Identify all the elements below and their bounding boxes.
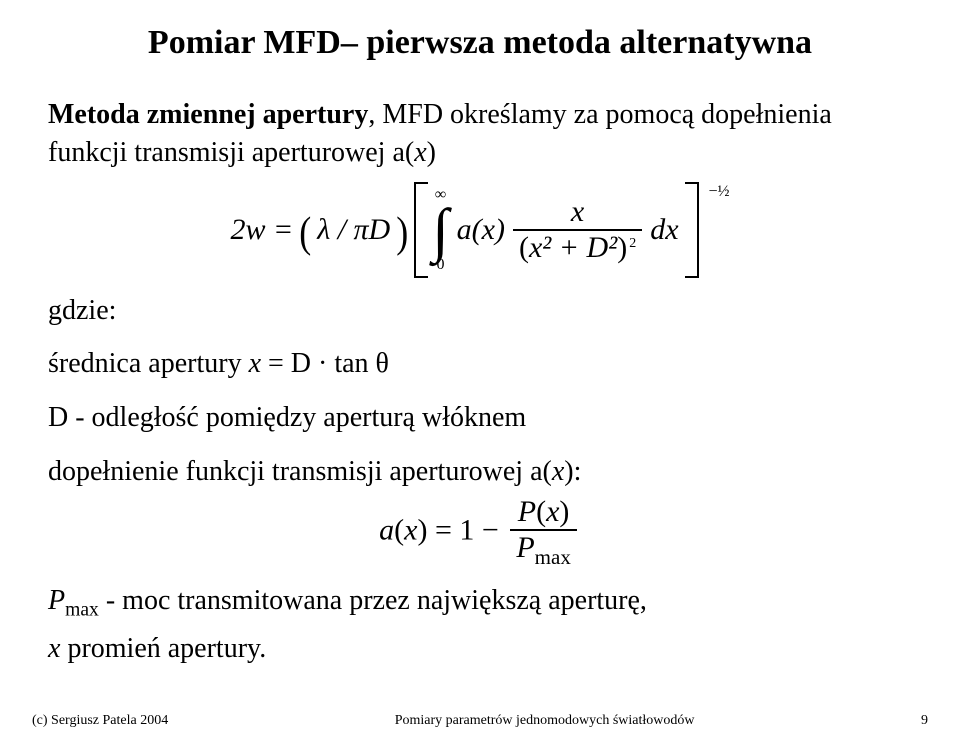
intro-close: ) <box>427 137 436 168</box>
eq2-fraction: P(x) Pmax <box>510 497 576 568</box>
eq2-den-P: P <box>516 531 534 564</box>
eq1-lparen: ( <box>299 210 311 253</box>
eq2-eq: = 1 − <box>428 513 507 546</box>
eq2-r: ) <box>418 513 428 546</box>
eq2-l: ( <box>394 513 404 546</box>
complement-line: dopełnienie funkcji transmisji aperturow… <box>48 453 912 491</box>
eq2-num-P: P <box>518 495 536 528</box>
equation-2: a(x) = 1 − P(x) Pmax <box>48 497 912 568</box>
xprom-rest: promień apertury. <box>60 633 266 664</box>
eq1-dx: dx <box>650 213 678 247</box>
eq1-a-of-x: a(x) <box>457 213 505 247</box>
den-body: x² + D² <box>529 231 617 264</box>
page-footer: (c) Sergiusz Patela 2004 Pomiary paramet… <box>0 713 960 729</box>
eq2-den-sub: max <box>535 545 571 569</box>
eq1-rparen: ) <box>396 210 408 253</box>
eq2-x: x <box>404 513 417 546</box>
diam-x: x <box>249 348 261 379</box>
intro-x: x <box>414 137 426 168</box>
diameter-line: średnica apertury x = D · tan θ <box>48 345 912 383</box>
footer-center: Pomiary parametrów jednomodowych światło… <box>395 713 695 729</box>
pmax-rest: - moc transmitowana przez największą ape… <box>99 585 647 616</box>
xprom-x: x <box>48 633 60 664</box>
footer-left: (c) Sergiusz Patela 2004 <box>32 713 168 729</box>
footer-right: 9 <box>921 713 928 729</box>
gdzie-line: gdzie: <box>48 292 912 330</box>
diam-b: = D · tan θ <box>261 348 389 379</box>
den-sup: 2 <box>629 236 636 251</box>
eq2-num-x: x <box>546 495 559 528</box>
pmax-line: Pmax - moc transmitowana przez największ… <box>48 582 912 624</box>
eq2-den: Pmax <box>510 529 576 568</box>
diam-a: średnica apertury <box>48 348 249 379</box>
distance-line: D - odległość pomiędzy aperturą włóknem <box>48 399 912 437</box>
eq1-lambda: λ / πD <box>317 213 390 247</box>
xprom-line: x promień apertury. <box>48 630 912 668</box>
intro-bold: Metoda zmiennej apertury <box>48 99 368 130</box>
eq1-fraction: x (x² + D²)2 <box>513 197 642 263</box>
den-lparen: ( <box>519 231 529 264</box>
comp-x: x <box>552 456 564 487</box>
eq1-frac-num: x <box>565 197 590 229</box>
page-title: Pomiar MFD– pierwsza metoda alternatywna <box>48 24 912 62</box>
pmax-sub: max <box>65 599 99 620</box>
comp-a: dopełnienie funkcji transmisji aperturow… <box>48 456 552 487</box>
eq2-num-l: ( <box>536 495 546 528</box>
eq2-a: a <box>379 513 394 546</box>
left-bracket <box>414 182 428 278</box>
right-bracket <box>685 182 699 278</box>
den-rparen: ) <box>617 231 627 264</box>
eq2-num: P(x) <box>512 497 576 529</box>
equation-1: 2w = ( λ / πD ) ∞ ∫ 0 a(x) x (x² + D²)2 <box>48 182 912 278</box>
integral-lower: 0 <box>436 257 444 273</box>
eq1-lhs: 2w = <box>230 213 293 247</box>
integral: ∞ ∫ 0 <box>432 187 448 273</box>
intro-line: Metoda zmiennej apertury, MFD określamy … <box>48 96 912 172</box>
eq1-bracket-group: ∞ ∫ 0 a(x) x (x² + D²)2 dx <box>414 182 698 278</box>
integral-symbol: ∫ <box>432 203 448 257</box>
eq1-outer-exp: −½ <box>709 183 730 201</box>
eq1-frac-den: (x² + D²)2 <box>513 229 642 263</box>
pmax-P: P <box>48 585 65 616</box>
comp-b: ): <box>564 456 581 487</box>
eq2-num-r: ) <box>559 495 569 528</box>
